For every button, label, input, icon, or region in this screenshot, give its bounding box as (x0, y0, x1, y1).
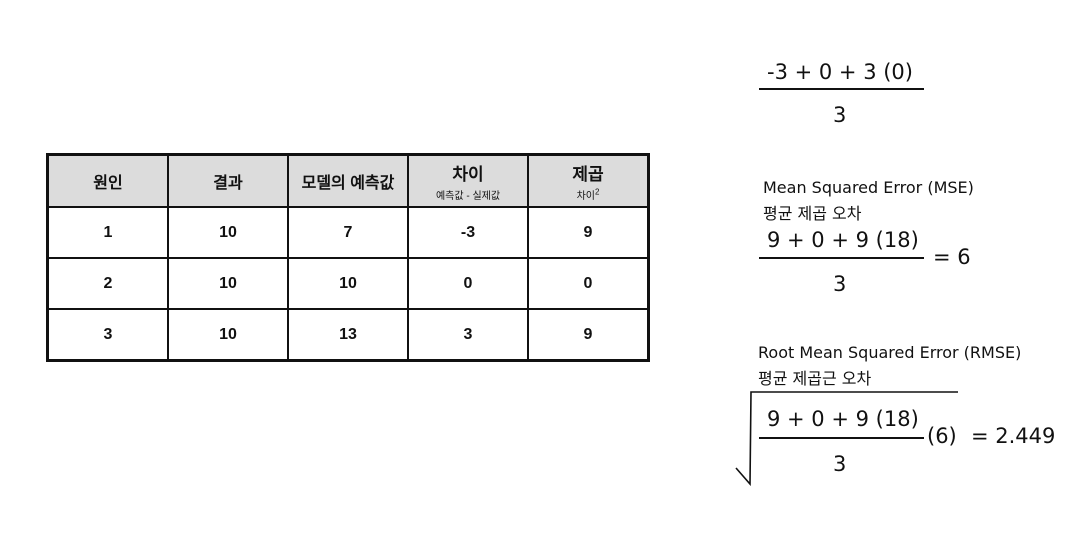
mean-error-denominator: 3 (833, 103, 847, 127)
mean-error-numerator: -3 + 0 + 3 (0) (767, 60, 913, 84)
mse-result: = 6 (933, 245, 971, 269)
cell-cause: 1 (46, 206, 169, 259)
cell-result: 10 (167, 308, 289, 362)
mse-title-en: Mean Squared Error (MSE) (763, 178, 974, 197)
rmse-title-en: Root Mean Squared Error (RMSE) (758, 343, 1022, 362)
table-row: 3 10 13 3 9 (46, 308, 650, 362)
rmse-inner-value: (6) (927, 424, 957, 448)
error-table: 원인 결과 모델의 예측값 차이 예측값 - 실제값 제곱 차이2 1 10 7… (46, 153, 650, 362)
mse-numerator: 9 + 0 + 9 (18) (767, 228, 919, 252)
cell-difference: -3 (407, 206, 529, 259)
header-square-label: 제곱 (572, 165, 604, 184)
header-difference-sub: 예측값 - 실제값 (435, 191, 501, 202)
fraction-bar (759, 257, 924, 259)
table-row: 1 10 7 -3 9 (46, 206, 650, 259)
header-cause: 원인 (46, 153, 169, 208)
cell-difference: 0 (407, 257, 529, 310)
rmse-title-ko: 평균 제곱근 오차 (758, 369, 872, 388)
cell-cause: 3 (46, 308, 169, 362)
cell-square: 0 (527, 257, 650, 310)
cell-result: 10 (167, 206, 289, 259)
rmse-numerator: 9 + 0 + 9 (18) (767, 407, 919, 431)
cell-prediction: 10 (287, 257, 409, 310)
cell-cause: 2 (46, 257, 169, 310)
header-difference: 차이 예측값 - 실제값 (407, 153, 529, 208)
rmse-result: = 2.449 (971, 424, 1056, 448)
header-square-sub: 차이2 (576, 187, 600, 202)
cell-square: 9 (527, 308, 650, 362)
cell-square: 9 (527, 206, 650, 259)
fraction-bar (759, 437, 924, 439)
table-header-row: 원인 결과 모델의 예측값 차이 예측값 - 실제값 제곱 차이2 (46, 153, 650, 208)
fraction-bar (759, 88, 924, 90)
header-result: 결과 (167, 153, 289, 208)
cell-prediction: 7 (287, 206, 409, 259)
cell-result: 10 (167, 257, 289, 310)
header-square: 제곱 차이2 (527, 153, 650, 208)
square-root-icon (735, 391, 958, 487)
table-row: 2 10 10 0 0 (46, 257, 650, 310)
mse-denominator: 3 (833, 272, 847, 296)
cell-difference: 3 (407, 308, 529, 362)
rmse-denominator: 3 (833, 452, 847, 476)
header-difference-label: 차이 (452, 165, 484, 184)
mse-title-ko: 평균 제곱 오차 (763, 204, 862, 223)
header-prediction: 모델의 예측값 (287, 153, 409, 208)
cell-prediction: 13 (287, 308, 409, 362)
